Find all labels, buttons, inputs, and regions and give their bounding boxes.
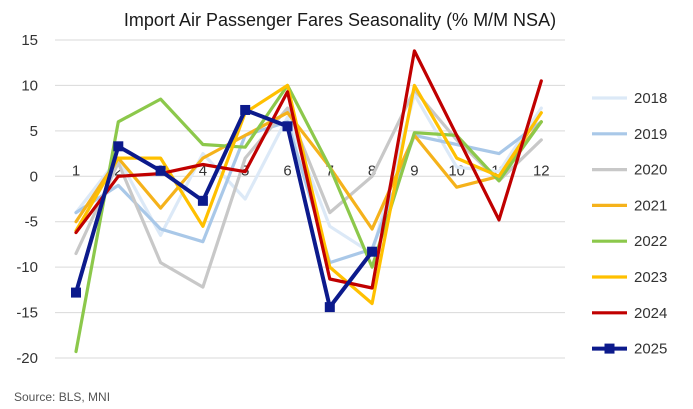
legend-label-2018: 2018 [634, 90, 667, 107]
x-tick-label: 9 [410, 162, 418, 179]
data-point-2025 [282, 121, 293, 132]
legend-label-2025: 2025 [634, 341, 667, 358]
chart-title: Import Air Passenger Fares Seasonality (… [124, 10, 556, 30]
source-note: Source: BLS, MNI [14, 390, 110, 404]
legend-label-2020: 2020 [634, 162, 667, 179]
legend-label-2024: 2024 [634, 305, 667, 322]
series-line-2022 [74, 83, 543, 354]
data-point-2025 [155, 165, 166, 176]
x-tick-label: 2 [114, 162, 122, 179]
legend-label-2021: 2021 [634, 197, 667, 214]
series-line-2025 [74, 108, 375, 310]
y-tick-label: -15 [16, 305, 38, 322]
y-tick-label: 10 [21, 77, 38, 94]
x-tick-label: 1 [72, 162, 80, 179]
legend-label-2022: 2022 [634, 233, 667, 250]
data-point-2025 [113, 141, 124, 152]
series-line-2024 [74, 49, 543, 290]
x-tick-label: 4 [199, 162, 207, 179]
series-line-2023 [74, 83, 543, 306]
y-tick-label: -10 [16, 259, 38, 276]
series-lines [71, 49, 543, 354]
y-tick-label: 15 [21, 32, 38, 49]
y-tick-label: 0 [30, 168, 38, 185]
data-point-2025 [367, 246, 378, 257]
legend-label-2019: 2019 [634, 126, 667, 143]
data-point-2025 [240, 104, 251, 115]
data-point-2025 [197, 195, 208, 206]
series-line-2021 [74, 111, 543, 231]
legend-marker-2025 [604, 343, 615, 354]
data-point-2025 [324, 302, 335, 313]
y-tick-label: -20 [16, 350, 38, 367]
x-tick-label: 6 [283, 162, 291, 179]
legend: 2018 2019 2020 2021 2022 2023 2024 2025 [592, 90, 667, 358]
legend-label-2023: 2023 [634, 269, 667, 286]
y-axis-ticks: 15 10 5 0 -5 -10 -15 -20 [16, 32, 38, 367]
y-tick-label: -5 [25, 214, 38, 231]
x-tick-label: 12 [533, 162, 550, 179]
data-point-2025 [71, 287, 81, 298]
y-tick-label: 5 [30, 123, 38, 140]
x-tick-label: 8 [368, 162, 376, 179]
